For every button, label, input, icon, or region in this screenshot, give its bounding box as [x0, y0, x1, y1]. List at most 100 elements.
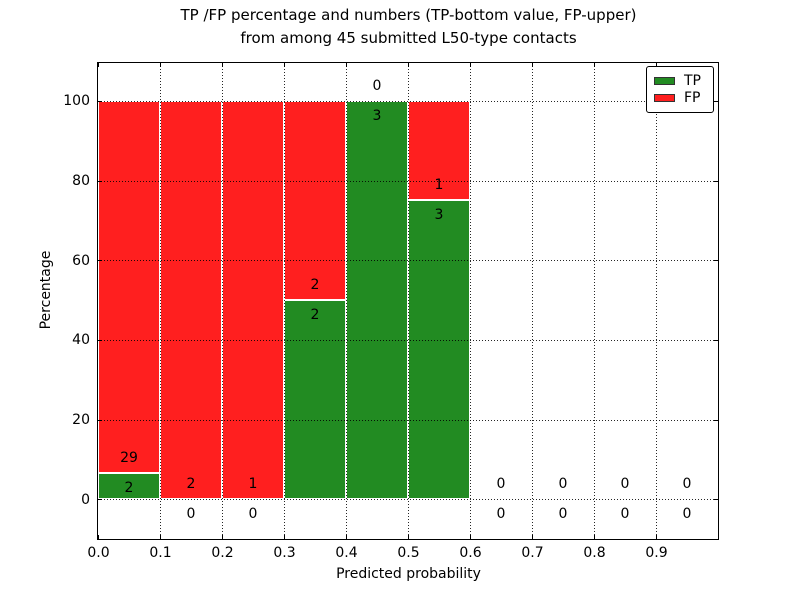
tp-legend-swatch-icon [654, 76, 675, 85]
y-tick-mark [714, 180, 718, 182]
x-tick-mark [98, 535, 99, 539]
vertical-gridline [222, 63, 223, 539]
horizontal-gridline [98, 339, 718, 341]
y-tick-label: 40 [72, 332, 90, 349]
y-tick-mark [98, 339, 102, 341]
x-tick-label: 0.7 [521, 545, 544, 561]
x-tick-mark [656, 63, 657, 67]
legend: TP FP [646, 66, 714, 113]
x-tick-mark [470, 63, 471, 67]
tp-bar-segment [346, 100, 408, 500]
x-tick-label: 0.8 [583, 545, 606, 561]
x-tick-mark [470, 535, 471, 539]
vertical-gridline [160, 63, 161, 539]
x-tick-mark [160, 535, 161, 539]
fp-count-label: 0 [682, 476, 692, 493]
y-tick-mark [98, 499, 102, 501]
y-tick-mark [98, 260, 102, 262]
chart-title-line2: from among 45 submitted L50-type contact… [240, 29, 577, 47]
y-tick-label: 0 [81, 491, 90, 508]
x-tick-label: 0.6 [459, 545, 482, 561]
vertical-gridline [470, 63, 471, 539]
legend-row-fp: FP [654, 91, 706, 105]
y-tick-mark [714, 260, 718, 262]
y-tick-mark [714, 499, 718, 501]
y-tick-label: 80 [72, 173, 90, 189]
fp-bar-segment [222, 100, 284, 500]
x-tick-label: 0.1 [149, 545, 172, 561]
y-tick-mark [714, 339, 718, 341]
horizontal-gridline [98, 100, 718, 102]
x-tick-label: 0.5 [397, 545, 420, 561]
tp-bar-segment [98, 473, 160, 500]
fp-count-label: 2 [310, 277, 320, 293]
fp-count-label: 0 [372, 77, 382, 94]
fp-bar-segment [408, 100, 470, 201]
y-tick-label: 20 [72, 412, 90, 428]
vertical-gridline [594, 63, 595, 539]
x-tick-mark [408, 63, 409, 67]
legend-row-tp: TP [654, 74, 706, 88]
x-tick-mark [594, 63, 595, 67]
fp-legend-swatch-icon [654, 94, 675, 103]
tp-count-label: 0 [682, 506, 692, 523]
vertical-gridline [346, 63, 347, 539]
x-tick-mark [160, 63, 161, 67]
tp-count-label: 0 [496, 506, 506, 523]
legend-label-tp: TP [684, 72, 701, 89]
y-tick-mark [98, 180, 102, 182]
tp-count-label: 2 [124, 480, 134, 497]
tp-bar-segment [284, 300, 346, 500]
plot-area: 29 2 2 0 1 0 2 2 0 3 1 3 0 0 0 0 0 0 0 0 [97, 62, 719, 540]
tp-count-label: 2 [310, 307, 320, 323]
x-tick-label: 0.2 [211, 545, 234, 561]
x-tick-mark [222, 535, 223, 539]
horizontal-gridline [98, 180, 718, 182]
vertical-gridline [408, 63, 409, 539]
fp-count-label: 29 [120, 450, 138, 467]
vertical-gridline [284, 63, 285, 539]
tp-count-label: 0 [620, 506, 630, 523]
tp-bar-segment [408, 200, 470, 500]
vertical-gridline [656, 63, 657, 539]
y-tick-mark [714, 100, 718, 102]
fp-bar-segment [160, 100, 222, 500]
legend-label-fp: FP [684, 90, 701, 107]
y-tick-mark [714, 419, 718, 421]
y-tick-mark [98, 100, 102, 102]
fp-count-label: 0 [620, 476, 630, 493]
vertical-gridline [532, 63, 533, 539]
x-tick-label: 0.3 [273, 545, 296, 561]
fp-count-label: 0 [558, 476, 568, 493]
x-tick-mark [532, 535, 533, 539]
fp-count-label: 2 [186, 476, 196, 493]
x-tick-mark [532, 63, 533, 67]
y-tick-label: 60 [72, 252, 90, 269]
y-axis-label: Percentage [38, 250, 54, 330]
x-tick-label: 0.0 [87, 545, 110, 561]
chart-title-line1: TP /FP percentage and numbers (TP-bottom… [180, 6, 637, 24]
horizontal-gridline [98, 499, 718, 501]
x-tick-label: 0.4 [335, 545, 358, 561]
x-tick-mark [346, 535, 347, 539]
tp-count-label: 0 [248, 506, 258, 523]
fp-count-label: 1 [248, 476, 258, 493]
y-tick-mark [98, 419, 102, 421]
tp-count-label: 0 [186, 506, 196, 523]
horizontal-gridline [98, 260, 718, 262]
tp-count-label: 0 [558, 506, 568, 523]
x-tick-mark [98, 63, 99, 67]
x-axis-label: Predicted probability [336, 566, 481, 582]
x-tick-mark [284, 63, 285, 67]
x-tick-mark [346, 63, 347, 67]
horizontal-gridline [98, 419, 718, 421]
fp-bar-segment [98, 100, 160, 474]
x-tick-mark [408, 535, 409, 539]
tp-count-label: 3 [434, 207, 444, 224]
x-tick-mark [284, 535, 285, 539]
x-tick-mark [656, 535, 657, 539]
tp-count-label: 3 [372, 107, 382, 124]
fp-count-label: 0 [496, 476, 506, 493]
x-tick-mark [222, 63, 223, 67]
